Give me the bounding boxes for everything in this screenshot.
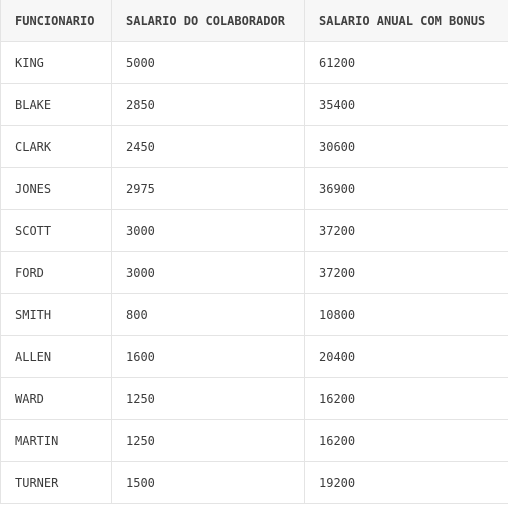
cell-funcionario: SCOTT — [0, 209, 112, 252]
cell-salario: 1600 — [111, 335, 305, 378]
column-header-salario-anual-bonus[interactable]: SALARIO ANUAL COM BONUS — [304, 0, 508, 42]
cell-salario-anual: 10800 — [304, 293, 508, 336]
cell-salario-anual: 36900 — [304, 167, 508, 210]
cell-salario: 1250 — [111, 377, 305, 420]
cell-salario-anual: 30600 — [304, 125, 508, 168]
cell-salario-anual: 61200 — [304, 41, 508, 84]
cell-salario-anual: 19200 — [304, 461, 508, 504]
table-row[interactable]: FORD 3000 37200 — [0, 251, 508, 294]
cell-salario: 2850 — [111, 83, 305, 126]
cell-salario: 5000 — [111, 41, 305, 84]
cell-funcionario: MARTIN — [0, 419, 112, 462]
cell-salario: 2450 — [111, 125, 305, 168]
cell-salario: 1500 — [111, 461, 305, 504]
cell-salario-anual: 37200 — [304, 209, 508, 252]
cell-funcionario: TURNER — [0, 461, 112, 504]
table-row[interactable]: ALLEN 1600 20400 — [0, 335, 508, 378]
cell-salario-anual: 16200 — [304, 377, 508, 420]
cell-salario-anual: 16200 — [304, 419, 508, 462]
table-row[interactable]: WARD 1250 16200 — [0, 377, 508, 420]
column-header-salario-colaborador[interactable]: SALARIO DO COLABORADOR — [111, 0, 305, 42]
cell-salario-anual: 35400 — [304, 83, 508, 126]
cell-salario-anual: 37200 — [304, 251, 508, 294]
cell-funcionario: FORD — [0, 251, 112, 294]
cell-funcionario: SMITH — [0, 293, 112, 336]
cell-salario-anual: 20400 — [304, 335, 508, 378]
table-row[interactable]: JONES 2975 36900 — [0, 167, 508, 210]
cell-salario: 800 — [111, 293, 305, 336]
cell-funcionario: KING — [0, 41, 112, 84]
cell-funcionario: JONES — [0, 167, 112, 210]
table-body: KING 5000 61200 BLAKE 2850 35400 CLARK 2… — [0, 41, 508, 504]
cell-funcionario: CLARK — [0, 125, 112, 168]
table-row[interactable]: SMITH 800 10800 — [0, 293, 508, 336]
cell-salario: 2975 — [111, 167, 305, 210]
table-row[interactable]: MARTIN 1250 16200 — [0, 419, 508, 462]
cell-funcionario: ALLEN — [0, 335, 112, 378]
cell-salario: 3000 — [111, 251, 305, 294]
table-row[interactable]: CLARK 2450 30600 — [0, 125, 508, 168]
cell-funcionario: BLAKE — [0, 83, 112, 126]
table-header: FUNCIONARIO SALARIO DO COLABORADOR SALAR… — [0, 0, 508, 42]
table-row[interactable]: BLAKE 2850 35400 — [0, 83, 508, 126]
cell-funcionario: WARD — [0, 377, 112, 420]
cell-salario: 1250 — [111, 419, 305, 462]
cell-salario: 3000 — [111, 209, 305, 252]
header-row: FUNCIONARIO SALARIO DO COLABORADOR SALAR… — [0, 0, 508, 42]
table-row[interactable]: KING 5000 61200 — [0, 41, 508, 84]
table-row[interactable]: TURNER 1500 19200 — [0, 461, 508, 504]
column-header-funcionario[interactable]: FUNCIONARIO — [0, 0, 112, 42]
table-row[interactable]: SCOTT 3000 37200 — [0, 209, 508, 252]
